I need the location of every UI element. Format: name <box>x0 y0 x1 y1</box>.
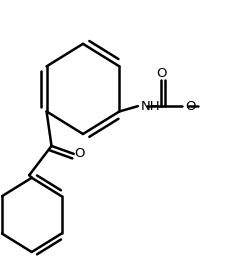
Text: O: O <box>156 67 167 80</box>
Text: NH: NH <box>140 100 160 113</box>
Text: O: O <box>186 100 196 113</box>
Text: O: O <box>74 147 85 160</box>
